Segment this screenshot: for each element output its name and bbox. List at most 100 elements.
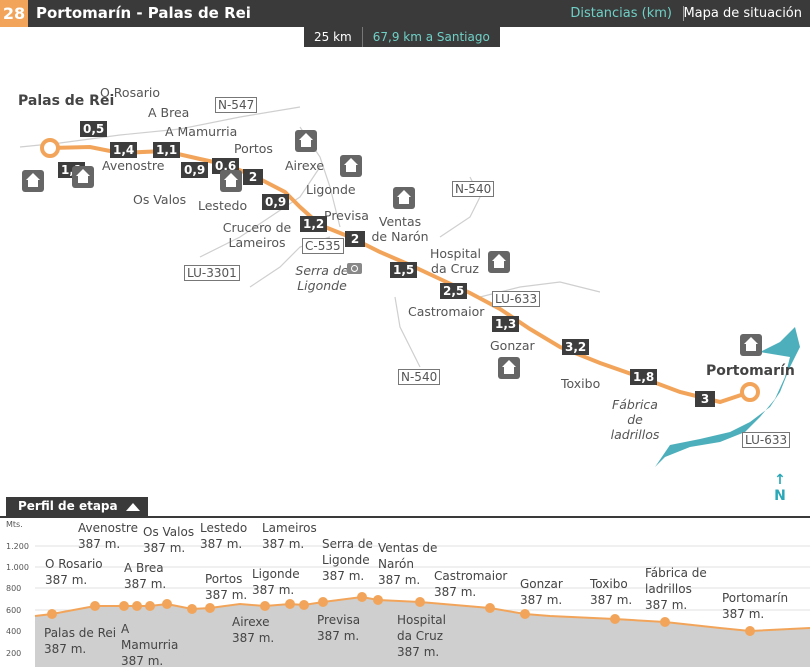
profile-point-previsa: Previsa 387 m. <box>317 612 360 644</box>
title-bar: 28 Portomarín - Palas de Rei Distancias … <box>0 0 810 27</box>
north-arrow-icon: ↑ N <box>774 472 786 504</box>
river <box>655 327 800 467</box>
distance-badge: 1,3 <box>492 316 520 332</box>
profile-point-portomarin: Portomarín 387 m. <box>722 590 788 622</box>
location-map-link[interactable]: Mapa de situación <box>683 6 802 21</box>
profile-point-o-rosario: O Rosario 387 m. <box>45 556 103 588</box>
waypoint-name: Previsa <box>317 613 361 627</box>
stage-map <box>19 106 800 467</box>
profile-point-a-mamurria: A Mamurria 387 m. <box>121 621 181 669</box>
north-label: N <box>774 488 786 504</box>
place-ventas-de-naron: Ventas de Narón <box>371 214 429 244</box>
waypoint-name: Ligonde <box>252 567 300 581</box>
waypoint-name: Castromaior <box>434 569 508 583</box>
waypoint-name: Gonzar <box>520 577 563 591</box>
waypoint-altitude: 387 m. <box>200 537 243 551</box>
lodging-icon <box>740 334 762 356</box>
distance-bar: 25 km 67,9 km a Santiago <box>304 27 500 47</box>
road-label-lu633-south: LU-633 <box>742 432 791 448</box>
waypoint-name: Palas de Rei <box>44 626 117 640</box>
distances-link[interactable]: Distancias (km) <box>570 6 672 21</box>
distance-badge: 3 <box>695 391 715 407</box>
place-crucero-de-lameiros: Crucero de Lameiros <box>222 220 292 250</box>
place-palas-de-rei: Palas de Rei <box>18 93 115 109</box>
waypoint-name: Os Valos <box>143 525 195 539</box>
place-previsa: Previsa <box>324 208 369 223</box>
waypoint-altitude: 387 m. <box>205 588 248 602</box>
waypoint-altitude: 387 m. <box>590 593 633 607</box>
waypoint-altitude: 387 m. <box>722 607 765 621</box>
waypoint-name: A Brea <box>124 561 164 575</box>
profile-point-ligonde: Ligonde 387 m. <box>252 566 300 598</box>
waypoint-name: Airexe <box>232 615 270 629</box>
waypoint-name: Toxibo <box>590 577 628 591</box>
place-hospital-da-cruz: Hospital da Cruz <box>430 246 482 276</box>
waypoint-altitude: 387 m. <box>262 537 305 551</box>
waypoint-altitude: 387 m. <box>317 629 360 643</box>
road-label-n540-south: N-540 <box>398 369 441 385</box>
road-label-n540-north: N-540 <box>452 181 495 197</box>
waypoint-altitude: 387 m. <box>44 642 87 656</box>
profile-divider <box>0 516 810 518</box>
y-tick-label: 400 <box>6 627 22 636</box>
waypoint-name: Ventas de Narón <box>378 541 438 571</box>
stage-number: 28 <box>0 0 28 27</box>
profile-point-avenostre: Avenostre 387 m. <box>78 520 138 552</box>
distance-badge: 1,1 <box>153 142 181 158</box>
place-ligonde: Ligonde <box>306 182 356 197</box>
distance-to-santiago: 67,9 km a Santiago <box>361 27 500 47</box>
profile-point-serra-de-ligonde: Serra de Ligonde 387 m. <box>322 536 374 584</box>
distance-badge: 1,5 <box>390 262 418 278</box>
y-tick-label: 800 <box>6 584 22 593</box>
distance-badge: 2 <box>345 231 365 247</box>
header-divider <box>683 6 684 21</box>
place-serra-de-ligonde: Serra de Ligonde <box>295 263 349 293</box>
y-tick-label: 1.000 <box>6 563 29 572</box>
distance-badge: 3,2 <box>562 339 590 355</box>
lodging-icon <box>393 187 415 209</box>
waypoint-name: O Rosario <box>45 557 103 571</box>
viewpoint-camera-icon <box>347 263 362 274</box>
waypoint-altitude: 387 m. <box>378 573 421 587</box>
distance-badge: 0,9 <box>262 194 290 210</box>
total-distance: 25 km <box>314 30 352 44</box>
waypoint-altitude: 387 m. <box>232 631 275 645</box>
profile-point-hospital-da-cruz: Hospital da Cruz 387 m. <box>397 612 449 660</box>
end-marker <box>740 382 760 402</box>
waypoint-name: Hospital da Cruz <box>397 613 446 643</box>
road-n540-south <box>394 296 421 368</box>
waypoint-name: Portos <box>205 572 243 586</box>
road-lu3301 <box>199 166 321 258</box>
profile-y-unit: Mts. <box>6 520 23 529</box>
waypoint-altitude: 387 m. <box>397 645 440 659</box>
distance-badge: 1,2 <box>300 216 328 232</box>
profile-point-airexe: Airexe 387 m. <box>232 614 274 646</box>
waypoint-altitude: 387 m. <box>78 537 121 551</box>
distance-badge: 1,8 <box>630 369 658 385</box>
start-marker <box>40 138 60 158</box>
waypoint-name: Fábrica de ladrillos <box>645 566 707 596</box>
place-lestedo: Lestedo <box>198 198 248 213</box>
stage-title: Portomarín - Palas de Rei <box>36 4 251 22</box>
distance-badge: 2,5 <box>440 283 468 299</box>
profile-point-palas-de-rei: Palas de Rei 387 m. <box>44 625 116 657</box>
route-line <box>49 144 751 405</box>
elevation-profile <box>34 545 810 667</box>
distance-badge: 0,5 <box>80 121 108 137</box>
profile-point-a-brea: A Brea 387 m. <box>124 560 166 592</box>
place-a-mamurria: A Mamurria <box>165 124 238 139</box>
profile-point-toxibo: Toxibo 387 m. <box>590 576 632 608</box>
profile-point-fabrica-de-ladrillos: Fábrica de ladrillos 387 m. <box>645 565 709 613</box>
profile-point-lestedo: Lestedo 387 m. <box>200 520 247 552</box>
place-o-rosario: O Rosario <box>100 85 161 100</box>
waypoint-name: Serra de Ligonde <box>322 537 373 567</box>
lodging-icon <box>72 166 94 188</box>
place-a-brea: A Brea <box>148 105 190 120</box>
lodging-icon <box>22 170 44 192</box>
profile-tab[interactable]: Perfil de etapa <box>6 497 148 516</box>
waypoint-name: Lestedo <box>200 521 248 535</box>
waypoint-altitude: 387 m. <box>121 654 164 668</box>
place-castromaior: Castromaior <box>408 304 485 319</box>
waypoint-altitude: 387 m. <box>434 585 477 599</box>
y-tick-label: 200 <box>6 649 22 658</box>
